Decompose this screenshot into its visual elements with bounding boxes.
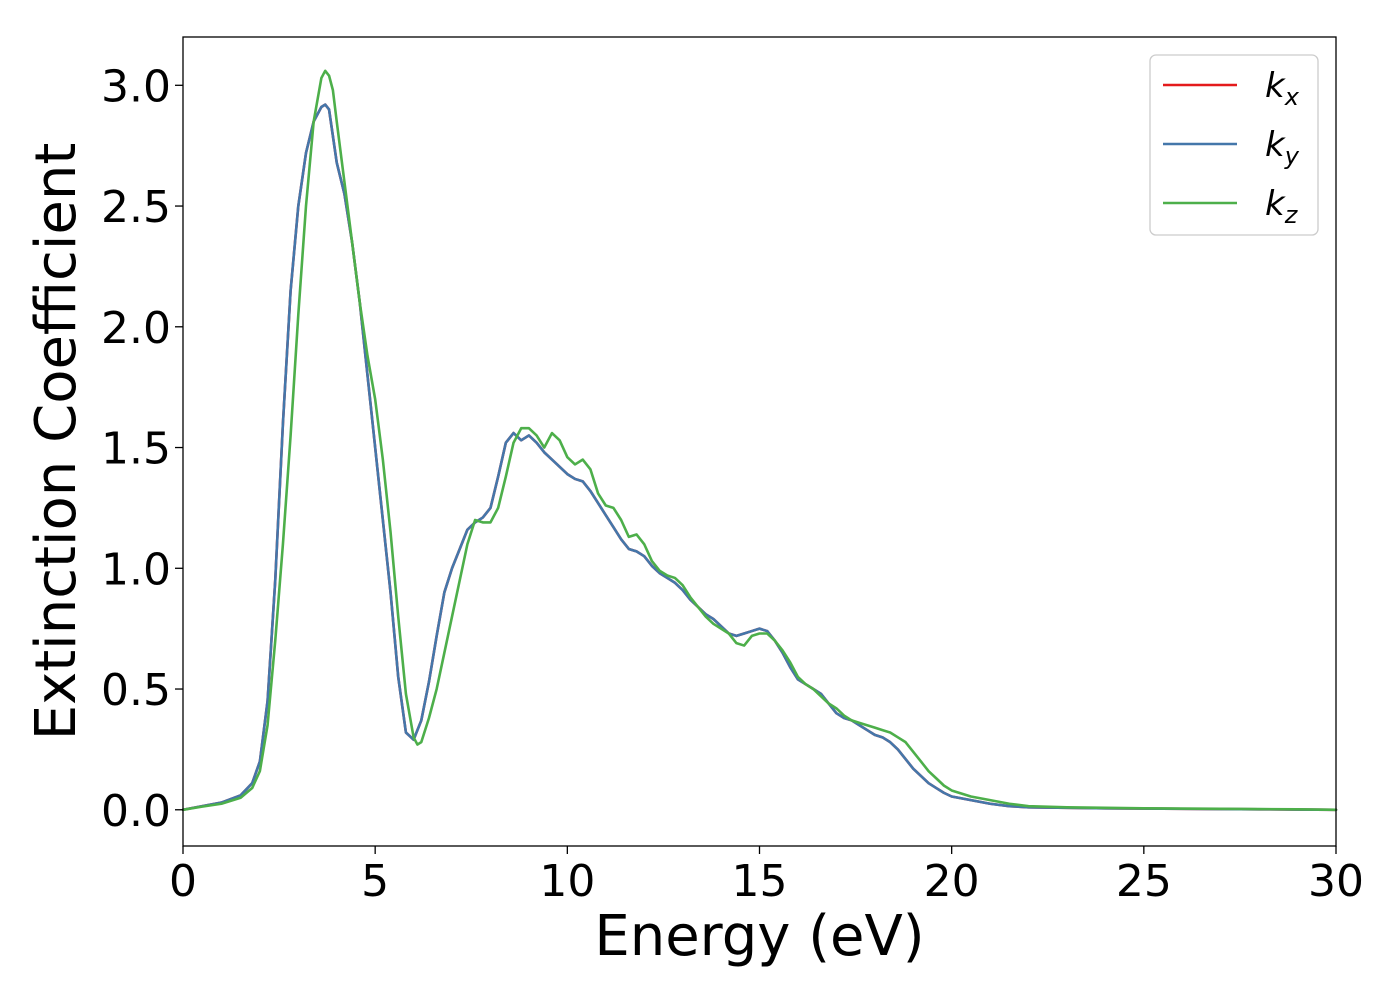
y-axis-title: Extinction Coefficient	[24, 143, 89, 741]
x-tick-label: 0	[169, 856, 197, 907]
legend-label-ky: ky	[1265, 125, 1300, 170]
x-tick-label: 5	[361, 856, 389, 907]
series-line-kz	[181, 69, 1338, 812]
legend: kx ky kz	[1149, 54, 1319, 236]
y-tick-label: 2.0	[101, 303, 171, 354]
legend-label-kx: kx	[1265, 66, 1300, 111]
x-tick-label: 10	[539, 856, 595, 907]
y-tick-label: 0.5	[101, 665, 171, 716]
x-tick-label: 20	[924, 856, 980, 907]
y-tick-label: 2.5	[101, 182, 171, 233]
x-axis-ticks: 0 5 10 15 20 25 30	[169, 846, 1364, 907]
y-tick-label: 3.0	[101, 61, 171, 112]
y-axis-ticks: 0.0 0.5 1.0 1.5 2.0 2.5 3.0	[101, 61, 183, 837]
y-tick-label: 1.5	[101, 424, 171, 475]
x-tick-label: 30	[1308, 856, 1364, 907]
x-tick-label: 25	[1116, 856, 1172, 907]
x-tick-label: 15	[732, 856, 788, 907]
legend-label-kz: kz	[1265, 184, 1299, 229]
series-layer	[181, 69, 1338, 812]
x-axis-title: Energy (eV)	[594, 904, 924, 969]
y-tick-label: 1.0	[101, 544, 171, 595]
y-tick-label: 0.0	[101, 786, 171, 837]
